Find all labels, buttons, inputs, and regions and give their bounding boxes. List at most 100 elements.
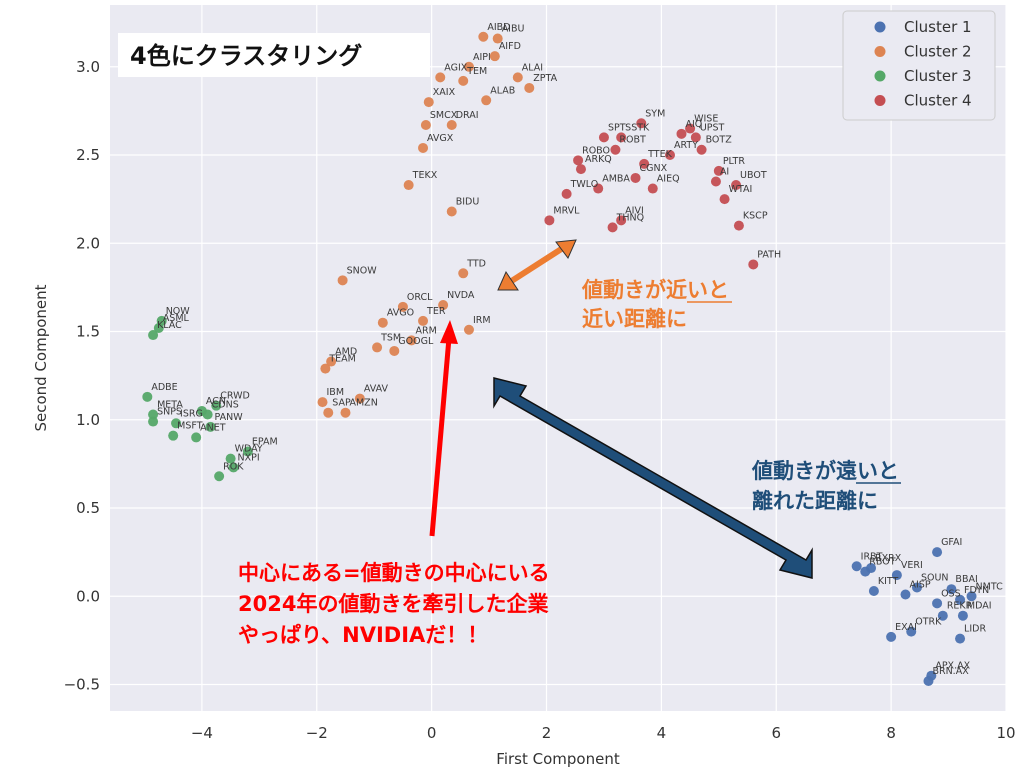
data-point — [205, 421, 216, 432]
annotation-center-line1: 中心にある=値動きの中心にいる — [238, 561, 550, 585]
data-point — [323, 407, 334, 418]
data-point-label: NOW — [166, 306, 191, 317]
annotation-center-line3: やっぱり、NVIDIAだ！！ — [238, 623, 488, 647]
y-tick-label: 3.0 — [76, 58, 100, 76]
annotation-near: 値動きが近いと 近い距離に — [581, 278, 732, 331]
data-point — [713, 165, 724, 176]
y-tick-label: 1.0 — [76, 411, 100, 429]
data-point-label: MRVL — [553, 205, 580, 216]
data-point-label: AMBA — [602, 174, 630, 185]
legend-box — [842, 10, 996, 121]
data-point — [242, 446, 253, 457]
data-point — [354, 393, 365, 404]
data-point-label: AVAV — [364, 384, 389, 395]
data-point — [489, 51, 500, 62]
annotation-near-line2: 近い距離に — [582, 307, 687, 331]
data-point — [420, 120, 431, 131]
data-point — [320, 363, 331, 374]
data-point-label: AIBD — [487, 22, 510, 33]
data-point — [377, 317, 388, 328]
legend-label: Cluster 3 — [904, 67, 972, 85]
data-point — [911, 582, 922, 593]
arrow-far — [493, 377, 813, 579]
data-point-label: WISE — [694, 114, 718, 125]
data-point — [886, 631, 897, 642]
data-point-label: OTRK — [915, 617, 942, 628]
data-point-label: WDAY — [235, 444, 263, 455]
data-point-label: TEKX — [412, 170, 438, 181]
data-point-label: NVDA — [447, 290, 475, 301]
data-point-label: XAIX — [433, 87, 456, 98]
legend-marker — [874, 46, 886, 57]
data-point-label: AI — [720, 167, 729, 178]
data-point-label: WTAI — [729, 184, 753, 195]
annotation-far: 値動きが遠いと 離れた距離に — [751, 459, 901, 513]
data-point-label: KSCP — [743, 211, 768, 222]
data-point — [228, 462, 239, 473]
data-point-label: CRWD — [220, 391, 250, 402]
x-tick-label: 10 — [996, 724, 1015, 742]
plot-background — [110, 5, 1006, 711]
data-point — [748, 259, 759, 270]
data-point-label: TEM — [466, 66, 487, 77]
x-tick-label: −2 — [306, 724, 328, 742]
legend-label: Cluster 4 — [904, 92, 972, 110]
data-point — [463, 324, 474, 335]
data-point — [211, 400, 222, 411]
data-point — [397, 301, 408, 312]
data-point-label: AGIX — [444, 62, 467, 73]
data-point — [148, 416, 159, 427]
y-axis-label: Second Component — [32, 284, 50, 431]
data-point — [524, 82, 535, 93]
legend-marker — [874, 70, 886, 82]
data-point-label: ADBE — [151, 382, 177, 393]
data-point — [937, 610, 948, 621]
annotation-title-bg — [118, 33, 430, 77]
data-point-label: ROBO — [582, 145, 610, 156]
data-point-label: OSS — [941, 588, 961, 599]
data-point-label: AVGX — [427, 133, 454, 144]
x-axis-label: First Component — [496, 750, 620, 768]
data-point — [458, 75, 469, 86]
data-point — [616, 132, 627, 143]
data-point — [317, 397, 328, 408]
data-point — [636, 118, 647, 129]
data-point — [616, 215, 627, 226]
annotation-center-line2: 2024年の値動きを牽引した企業 — [238, 592, 549, 616]
arrow-near — [497, 239, 577, 291]
data-point-label: MSFT — [177, 421, 203, 432]
data-point-label: CDNS — [212, 399, 239, 410]
data-point — [696, 144, 707, 155]
data-point — [148, 409, 159, 420]
data-point-label: ANET — [200, 422, 226, 433]
annotation-center: 中心にある=値動きの中心にいる 2024年の値動きを牽引した企業 やっぱり、NV… — [238, 561, 550, 647]
data-point — [630, 172, 641, 183]
data-point-label: EPAM — [252, 437, 278, 448]
data-point — [191, 432, 202, 443]
legend: Cluster 1 Cluster 2 Cluster 3 Cluster 4 — [842, 10, 996, 121]
data-point-label: IBM — [327, 387, 345, 398]
data-point — [214, 471, 225, 482]
data-point — [225, 453, 236, 464]
x-tick-label: 6 — [771, 724, 781, 742]
data-point — [957, 610, 968, 621]
legend-label: Cluster 2 — [904, 43, 972, 61]
data-point-label: TTEK — [647, 149, 672, 160]
data-point-label: ALAB — [490, 85, 515, 96]
data-point-label: LIDR — [964, 624, 986, 635]
data-point — [326, 356, 337, 367]
x-tick-label: 0 — [427, 724, 437, 742]
data-point — [418, 142, 429, 153]
annotation-far-line2: 離れた距離に — [752, 489, 878, 513]
data-point-label: AIBU — [502, 24, 525, 35]
data-point — [168, 430, 179, 441]
y-tick-label: 1.5 — [76, 323, 100, 341]
y-tick-label: 0.5 — [76, 499, 100, 517]
data-point-label: AVGO — [387, 308, 414, 319]
data-point — [481, 95, 492, 106]
data-point — [544, 215, 555, 226]
x-tick-label: 4 — [657, 724, 667, 742]
data-point — [866, 563, 877, 574]
data-point — [372, 342, 383, 353]
